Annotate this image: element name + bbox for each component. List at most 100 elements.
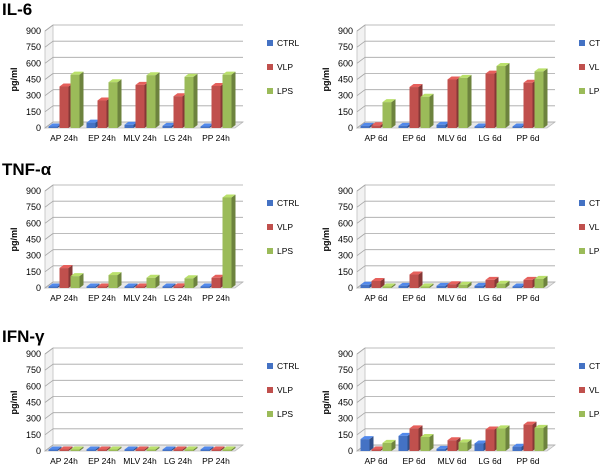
bar-side	[79, 446, 84, 451]
y-tick-label: 900	[338, 26, 353, 36]
bar-top	[162, 446, 176, 450]
bar	[420, 436, 430, 451]
gridline-diag	[356, 73, 366, 80]
y-tick-label: 0	[36, 283, 41, 293]
bar-top	[371, 122, 385, 126]
bar-side	[117, 79, 122, 128]
bar	[485, 429, 495, 451]
legend-label: CTRL	[589, 198, 600, 208]
gridline-diag	[44, 412, 54, 419]
x-tick-label: PP 24h	[202, 293, 230, 303]
bar-top	[162, 122, 176, 126]
gridline-diag	[356, 105, 366, 113]
x-tick-label: PP 6d	[516, 456, 539, 466]
bar-top	[124, 121, 138, 125]
legend-swatch	[579, 64, 585, 70]
x-tick-label: AP 24h	[50, 456, 78, 466]
bar-top	[474, 123, 488, 127]
y-tick-label: 750	[338, 202, 353, 212]
y-tick-label: 600	[26, 381, 41, 391]
bar	[398, 435, 408, 451]
bar-top	[97, 97, 111, 101]
bar-top	[398, 432, 412, 436]
bar	[135, 449, 145, 451]
bar-top	[184, 275, 198, 279]
bar-top	[146, 446, 160, 450]
bar	[474, 126, 484, 128]
bar-side	[155, 72, 160, 128]
gridline-diag	[44, 380, 54, 387]
bar-top	[447, 76, 461, 80]
bar-top	[59, 446, 73, 450]
bar	[108, 449, 118, 451]
bar-side	[505, 280, 510, 288]
x-tick-label: EP 24h	[88, 456, 116, 466]
bar-side	[543, 424, 548, 451]
bar-top	[86, 283, 100, 287]
gridline-diag	[44, 73, 54, 80]
gridline-diag	[44, 444, 54, 452]
bar-side	[79, 273, 84, 288]
bar-top	[124, 446, 138, 450]
gridline-diag	[44, 40, 54, 48]
bar-side	[155, 274, 160, 288]
y-tick-label: 300	[26, 414, 41, 424]
bar	[200, 449, 210, 451]
bar	[512, 446, 522, 451]
bar-side	[231, 446, 236, 451]
bar-top	[200, 446, 214, 450]
bar-top	[523, 276, 537, 280]
legend-label: VLP	[589, 385, 600, 395]
bar-top	[97, 446, 111, 450]
bar-side	[171, 446, 176, 451]
gridline-diag	[44, 121, 54, 129]
bar	[420, 96, 430, 128]
legend-label: LPS	[589, 409, 600, 419]
y-tick-label: 0	[348, 123, 353, 133]
bar-top	[447, 437, 461, 441]
gridline-diag	[356, 233, 366, 240]
bar	[200, 126, 210, 128]
bar-side	[543, 68, 548, 128]
legend-label: CTRL	[589, 361, 600, 371]
bar-top	[360, 281, 374, 285]
bar	[48, 126, 58, 128]
y-tick-label: 900	[338, 186, 353, 196]
gridline-diag	[356, 24, 366, 32]
y-tick-label: 0	[36, 123, 41, 133]
y-tick-label: 450	[26, 75, 41, 85]
gridline-diag	[44, 347, 54, 355]
bar-top	[474, 282, 488, 286]
bar	[162, 125, 172, 128]
bar	[173, 449, 183, 451]
x-tick-label: LG 6d	[478, 133, 501, 143]
gridline-diag	[44, 428, 54, 436]
legend-label: LPS	[277, 246, 293, 256]
x-tick-label: MLV 6d	[438, 456, 467, 466]
x-tick-label: EP 6d	[402, 293, 425, 303]
bar-top	[86, 446, 100, 450]
bar-side	[79, 71, 84, 128]
bar-top	[382, 99, 396, 103]
y-tick-label: 0	[36, 446, 41, 456]
bar	[97, 100, 107, 128]
bar	[447, 284, 457, 288]
bar	[436, 285, 446, 288]
bar-top	[523, 421, 537, 425]
legend-label: LPS	[277, 86, 293, 96]
legend-swatch	[579, 248, 585, 254]
bar-side	[418, 271, 423, 288]
bar-top	[398, 282, 412, 286]
bar	[398, 125, 408, 128]
bar	[200, 286, 210, 288]
y-axis-label: pg/ml	[321, 391, 331, 415]
y-axis-label: pg/ml	[321, 68, 331, 92]
bar	[86, 122, 96, 128]
bar	[97, 286, 107, 288]
bar-top	[108, 272, 122, 276]
bar-side	[193, 275, 198, 288]
x-tick-label: AP 6d	[364, 456, 387, 466]
bar-top	[48, 446, 62, 450]
legend-label: LPS	[589, 86, 600, 96]
